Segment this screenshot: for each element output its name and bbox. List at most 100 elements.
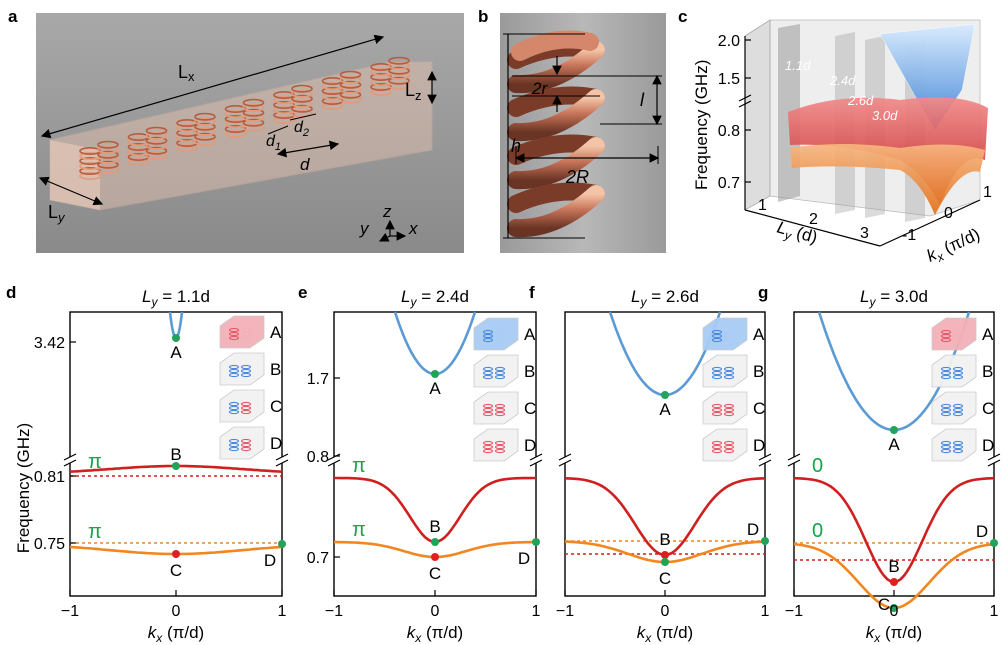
c-ly-axis [744, 209, 881, 247]
panel-letter-c: c [678, 7, 687, 26]
inset-helix [240, 401, 252, 407]
inset-label: D [982, 436, 994, 455]
inset-helix [711, 333, 723, 339]
axis-break-mark [558, 453, 572, 461]
inset-helix [240, 409, 252, 415]
inset-helix [228, 368, 240, 374]
mode-inset-A: A [931, 317, 994, 351]
lx-label: Lx [178, 62, 195, 84]
helix-turn [97, 155, 119, 164]
point-label-B: B [659, 530, 670, 549]
point-D [278, 540, 286, 548]
inset-helix [952, 407, 964, 413]
inset-box [219, 315, 265, 349]
c-kx-tick-neg1: -1 [902, 227, 916, 244]
inset-box [473, 428, 519, 462]
d2-tick [289, 113, 317, 121]
point-label-B: B [429, 517, 440, 536]
inset-helix [711, 411, 723, 417]
lx-arrow [40, 34, 385, 139]
inset-helix [711, 337, 723, 343]
axis-break-gap [989, 457, 999, 463]
mode-inset-B: B [219, 352, 281, 386]
mode-inset-D: D [702, 428, 765, 462]
inset-label: A [753, 325, 765, 344]
inset-helix [240, 438, 252, 444]
inset-helix [940, 411, 952, 417]
x-tick-label: 1 [278, 603, 287, 620]
inset-helix [940, 403, 952, 409]
inset-helix [494, 448, 506, 454]
point-label-B: B [170, 445, 181, 464]
d1-tick [267, 125, 289, 135]
d-arrow [276, 140, 340, 158]
d2-label: d2 [294, 119, 309, 139]
point-C [661, 558, 669, 566]
inset-helix [482, 333, 494, 339]
inset-helix [952, 411, 964, 417]
inset-helix [952, 370, 964, 376]
inset-helix [494, 374, 506, 380]
mode-inset-C: C [219, 389, 282, 423]
inset-helix [952, 374, 964, 380]
inset-helix [952, 448, 964, 454]
x-tick-label: −1 [61, 603, 79, 620]
d-label: d [300, 155, 310, 174]
helix-front-wire [507, 185, 605, 238]
y-tick-label: 3.42 [34, 335, 65, 352]
inset-label: D [270, 434, 282, 453]
point-label-D: D [747, 520, 759, 539]
point-label-A: A [429, 379, 441, 398]
point-B [890, 578, 898, 586]
inset-helix [240, 368, 252, 374]
inset-helix [711, 329, 723, 335]
inset-helix [723, 337, 735, 343]
axis-x-label: x [408, 219, 418, 238]
phase-label: π [88, 521, 102, 543]
point-B [431, 538, 439, 546]
inset-helix [723, 403, 735, 409]
inset-box [219, 389, 265, 423]
inset-helix [723, 366, 735, 372]
mode-inset-A: A [702, 317, 765, 351]
axis-break-mark [275, 453, 289, 461]
phase-label: π [352, 455, 366, 477]
mode-inset-D: D [473, 428, 536, 462]
point-label-C: C [429, 564, 441, 583]
inset-helix [952, 440, 964, 446]
inset-helix [940, 337, 952, 343]
inset-label: B [753, 362, 764, 381]
inset-helix [711, 366, 723, 372]
inset-box [473, 391, 519, 425]
inset-helix [228, 364, 240, 370]
inset-helix [940, 370, 952, 376]
helix-turn [97, 145, 119, 154]
mode-inset-B: B [931, 354, 993, 388]
c-ly-tick-2: 2 [809, 211, 818, 228]
inset-helix [940, 448, 952, 454]
point-C [172, 550, 180, 558]
inset-helix [711, 440, 723, 446]
inset-helix [228, 335, 240, 341]
phase-label: π [352, 519, 366, 541]
x-axis-label: kx (π/d) [637, 623, 693, 645]
axis-triad: y z x [359, 202, 418, 242]
axis-break-mark [758, 459, 772, 467]
helix-turn [97, 165, 119, 174]
inset-helix [228, 409, 240, 415]
panel-title: Ly = 1.1d [142, 287, 210, 309]
c-z-tick-label: 2.0 [718, 33, 740, 50]
inset-helix [723, 444, 735, 450]
c-ly-label: Ly (d) [774, 218, 819, 250]
axis-break-gap [760, 457, 770, 463]
inset-helix [482, 337, 494, 343]
point-D [990, 539, 998, 547]
inset-box [473, 317, 519, 351]
helix-turn [176, 144, 198, 153]
inset-helix [494, 407, 506, 413]
mode-inset-B: B [473, 354, 535, 388]
x-tick-label: 0 [172, 603, 181, 620]
helix-turn [97, 160, 119, 169]
